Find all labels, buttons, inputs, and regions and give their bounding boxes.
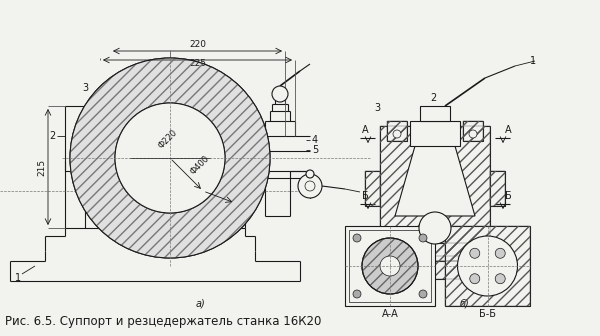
Circle shape: [380, 256, 400, 276]
Circle shape: [470, 248, 480, 258]
Text: Ф400: Ф400: [188, 153, 211, 176]
Text: а): а): [195, 298, 205, 308]
Text: Б: Б: [362, 191, 368, 201]
Bar: [420, 106, 450, 121]
Text: 225: 225: [189, 59, 206, 68]
Circle shape: [115, 103, 225, 213]
Text: 2: 2: [430, 93, 436, 103]
Circle shape: [470, 274, 480, 284]
Circle shape: [495, 248, 505, 258]
Bar: [355, 261, 515, 279]
Bar: [380, 126, 490, 256]
Circle shape: [393, 130, 401, 138]
Circle shape: [353, 234, 361, 242]
Bar: [349, 230, 431, 302]
Text: 3: 3: [374, 103, 380, 113]
Text: 220: 220: [189, 40, 206, 49]
Bar: [490, 171, 505, 206]
Text: б): б): [460, 298, 470, 308]
Text: А: А: [505, 125, 511, 135]
Circle shape: [305, 181, 315, 191]
Text: 215: 215: [37, 159, 46, 176]
Circle shape: [469, 130, 477, 138]
Bar: [387, 121, 407, 141]
Text: Рис. 6.5. Суппорт и резцедержатель станка 16К20: Рис. 6.5. Суппорт и резцедержатель станк…: [5, 314, 322, 328]
Circle shape: [306, 170, 314, 178]
Circle shape: [70, 58, 270, 258]
Text: 1: 1: [530, 56, 536, 66]
Polygon shape: [395, 146, 475, 216]
Bar: [365, 243, 505, 261]
Text: 1: 1: [15, 273, 21, 283]
Text: 4: 4: [312, 135, 318, 145]
Text: Б-Б: Б-Б: [479, 309, 496, 319]
Circle shape: [419, 212, 451, 244]
Bar: [410, 121, 460, 146]
Text: А-А: А-А: [382, 309, 398, 319]
Bar: [355, 261, 515, 279]
Circle shape: [272, 86, 288, 102]
Bar: [345, 226, 435, 306]
Bar: [445, 226, 530, 306]
Bar: [0, 21, 310, 311]
Circle shape: [419, 290, 427, 298]
Circle shape: [362, 238, 418, 294]
Text: 5: 5: [312, 145, 318, 155]
Text: А: А: [362, 125, 368, 135]
Bar: [490, 171, 505, 206]
Circle shape: [353, 290, 361, 298]
Bar: [365, 171, 380, 206]
Text: Б: Б: [505, 191, 511, 201]
Circle shape: [458, 236, 517, 296]
Bar: [463, 121, 483, 141]
Bar: [365, 171, 380, 206]
Circle shape: [115, 103, 225, 213]
Text: 2: 2: [49, 131, 55, 141]
Text: Ф220: Ф220: [157, 127, 179, 150]
Bar: [387, 121, 407, 141]
Bar: [445, 226, 530, 306]
Circle shape: [419, 234, 427, 242]
Text: 3: 3: [82, 83, 88, 93]
Wedge shape: [70, 58, 270, 258]
Bar: [365, 243, 505, 261]
Bar: [463, 121, 483, 141]
Circle shape: [298, 174, 322, 198]
Bar: [380, 126, 490, 256]
Circle shape: [495, 274, 505, 284]
